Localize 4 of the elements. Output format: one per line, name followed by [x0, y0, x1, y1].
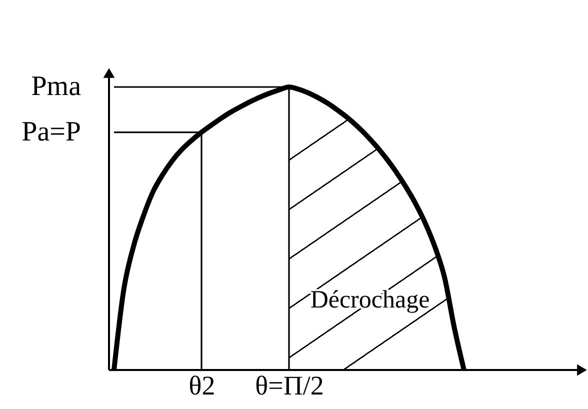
text: Pa=P — [22, 116, 81, 148]
x-tick-label: θ2 — [188, 370, 216, 400]
text: Pma — [31, 71, 82, 102]
x-tick-label: θ=Π/2 — [255, 370, 324, 400]
